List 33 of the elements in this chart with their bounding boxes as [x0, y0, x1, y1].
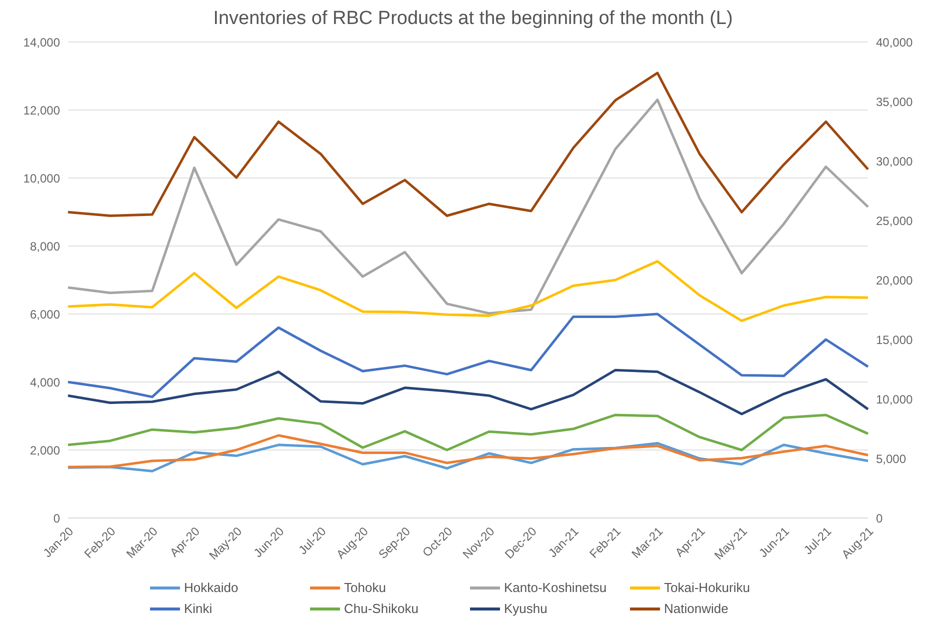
y-tick-label: 0 [53, 511, 60, 526]
y-tick-label: 6,000 [30, 307, 60, 322]
line-series [66, 72, 870, 217]
legend-label: Kanto-Koshinetsu [504, 580, 607, 595]
chart-title: Inventories of RBC Products at the beginning of the month (L) [212, 8, 734, 30]
legend-label: Tohoku [344, 580, 386, 595]
y-tick-label: 14,000 [23, 35, 60, 50]
y2-tick-label: 40,000 [876, 35, 914, 50]
line-series [66, 98, 870, 315]
line-series [66, 434, 870, 468]
y2-tick-label: 0 [876, 511, 883, 526]
legend-label: Kyushu [504, 601, 548, 616]
y2-tick-label: 5,000 [876, 452, 906, 466]
legend-label: Nationwide [664, 601, 728, 616]
y-tick-label: 2,000 [30, 443, 60, 458]
line-series [66, 260, 870, 322]
legend-label: Hokkaido [184, 580, 238, 595]
y2-tick-label: 10,000 [876, 392, 914, 406]
y-tick-label: 10,000 [23, 171, 60, 186]
y2-tick-label: 30,000 [876, 154, 914, 168]
line-series [66, 414, 870, 452]
legend-label: Kinki [184, 601, 212, 616]
y2-tick-label: 25,000 [876, 214, 914, 228]
y2-tick-label: 35,000 [876, 94, 914, 109]
y-tick-label: 8,000 [30, 239, 60, 254]
y2-tick-label: 20,000 [876, 273, 914, 288]
line-series [66, 312, 870, 398]
y-tick-label: 12,000 [23, 103, 60, 118]
legend-label: Chu-Shikoku [344, 601, 418, 616]
y-tick-label: 4,000 [30, 375, 60, 390]
line-series [66, 368, 870, 416]
legend-label: Tokai-Hokuriku [664, 580, 750, 595]
y2-tick-label: 15,000 [876, 332, 914, 347]
